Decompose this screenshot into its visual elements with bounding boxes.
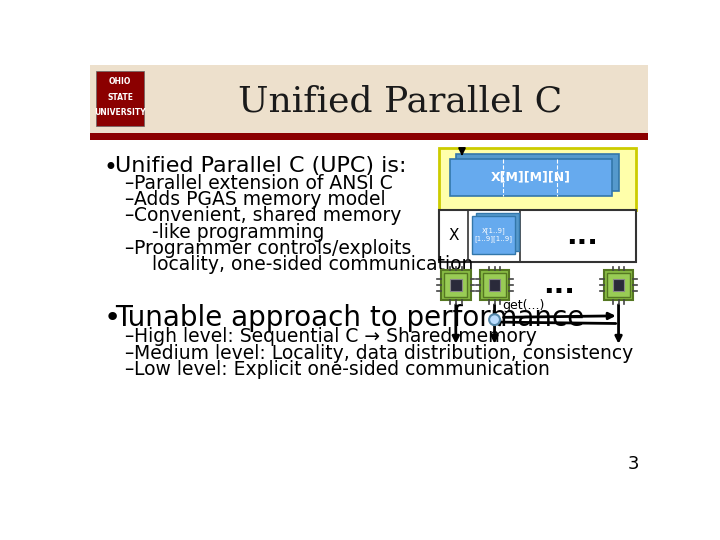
Text: get(...): get(...) <box>503 299 544 312</box>
Text: Medium level: Locality, data distribution, consistency: Medium level: Locality, data distributio… <box>134 343 634 362</box>
Bar <box>613 279 624 291</box>
Bar <box>441 271 471 300</box>
Bar <box>449 159 612 195</box>
Text: Low level: Explicit one-sided communication: Low level: Explicit one-sided communicat… <box>134 361 550 380</box>
Circle shape <box>489 314 500 325</box>
Text: –: – <box>124 174 133 193</box>
Text: Unified Parallel C: Unified Parallel C <box>238 85 562 119</box>
Text: –: – <box>124 361 133 380</box>
Text: –: – <box>124 327 133 346</box>
Text: Parallel extension of ANSI C: Parallel extension of ANSI C <box>134 174 393 193</box>
Bar <box>456 154 618 191</box>
Text: Tunable approach to performance: Tunable approach to performance <box>114 303 584 332</box>
Bar <box>489 279 500 291</box>
Text: X[1..9]
[1..9][1..9]: X[1..9] [1..9][1..9] <box>474 228 513 242</box>
Bar <box>480 271 509 300</box>
Text: –: – <box>124 239 133 258</box>
Text: Unified Parallel C (UPC) is:: Unified Parallel C (UPC) is: <box>114 156 406 176</box>
Text: •: • <box>104 156 118 180</box>
Text: locality, one-sided communication: locality, one-sided communication <box>134 255 474 274</box>
Text: STATE: STATE <box>107 93 133 102</box>
Text: X: X <box>449 228 459 243</box>
Bar <box>438 148 636 210</box>
Text: –: – <box>124 190 133 210</box>
Bar <box>604 271 634 300</box>
Bar <box>483 273 506 296</box>
Text: –: – <box>124 206 133 226</box>
Bar <box>96 71 144 126</box>
Text: ...: ... <box>543 271 575 299</box>
Bar <box>476 213 518 251</box>
Bar <box>90 140 648 481</box>
Text: OHIO: OHIO <box>109 77 132 86</box>
Bar <box>90 132 648 140</box>
Bar <box>450 279 462 291</box>
Bar <box>444 273 467 296</box>
Text: Programmer controls/exploits: Programmer controls/exploits <box>134 239 412 258</box>
Bar <box>438 210 636 262</box>
Bar <box>607 273 630 296</box>
Text: X[M][M][N]: X[M][M][N] <box>491 171 571 184</box>
Bar <box>90 65 648 134</box>
Text: •: • <box>104 303 121 332</box>
Text: High level: Sequential C → Shared memory: High level: Sequential C → Shared memory <box>134 327 537 346</box>
Bar <box>472 215 515 254</box>
Text: ...: ... <box>566 222 598 249</box>
Text: Adds PGAS memory model: Adds PGAS memory model <box>134 190 386 210</box>
Text: -like programming: -like programming <box>134 222 325 241</box>
Text: UNIVERSITY: UNIVERSITY <box>94 108 146 117</box>
Text: Convenient, shared memory: Convenient, shared memory <box>134 206 402 226</box>
Text: –: – <box>124 343 133 362</box>
Text: 3: 3 <box>627 455 639 473</box>
